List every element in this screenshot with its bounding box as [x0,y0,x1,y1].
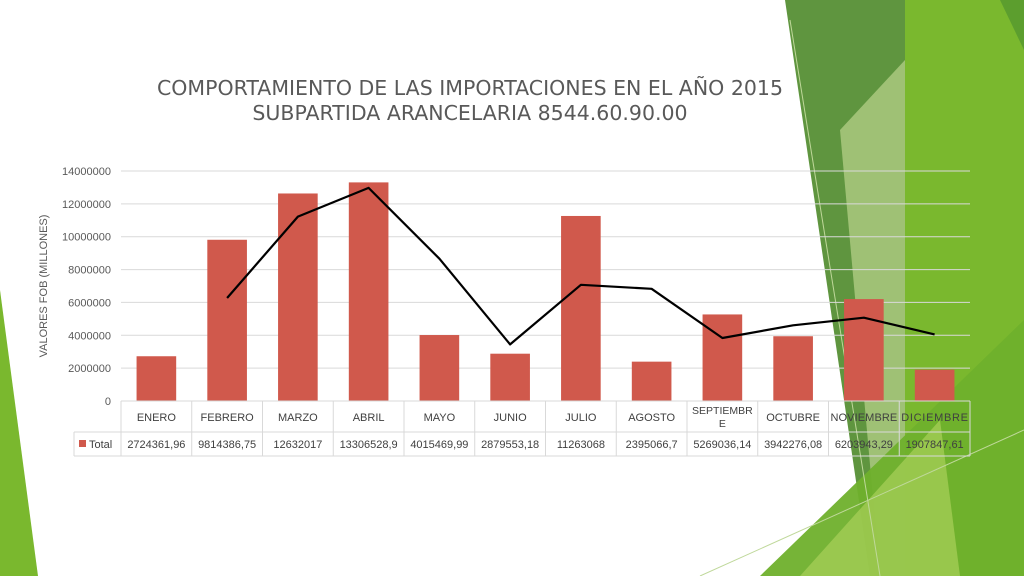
x-tick-label: NOVIEMBRE [831,412,898,424]
x-tick-label: JUNIO [494,412,527,424]
x-tick-label: OCTUBRE [766,412,820,424]
bar [278,193,318,401]
bar [207,239,247,401]
bar [773,336,813,401]
y-tick-label: 8000000 [68,265,111,277]
data-table-value: 2724361,96 [127,439,185,451]
trendline [226,186,935,346]
y-tick-label: 10000000 [62,232,111,244]
bar [561,215,601,401]
y-tick-label: 2000000 [68,363,111,375]
y-tick-label: 12000000 [62,199,111,211]
x-tick-label-wrap: E [719,418,726,430]
bar [136,356,177,401]
data-table-value: 3942276,08 [764,439,822,451]
chart-title-line-2: SUBPARTIDA ARANCELARIA 8544.60.90.00 [252,101,688,125]
data-table-value: 9814386,75 [198,439,256,451]
x-tick-label: FEBRERO [201,412,255,424]
bar [419,335,460,401]
y-tick-label: 6000000 [68,297,111,309]
data-table-value: 2879553,18 [481,439,539,451]
green-triangle-left [0,290,38,576]
bar [914,369,955,401]
x-tick-label: ABRIL [353,412,385,424]
data-table-value: 2395066,7 [626,439,678,451]
y-tick-label: 0 [105,396,111,408]
data-table-value: 6203943,29 [835,439,893,451]
x-tick-label: DICIEMBRE [901,412,968,424]
y-tick-label: 14000000 [62,166,111,178]
y-axis-label: VALORES FOB (MILLONES) [38,215,50,358]
chart-title: COMPORTAMIENTO DE LAS IMPORTACIONES EN E… [100,76,840,126]
legend-label: Total [89,439,112,451]
bar [631,361,672,401]
x-tick-label: MARZO [278,412,318,424]
data-table-value: 11263068 [557,439,605,451]
bar [490,353,530,401]
data-table-value: 5269036,14 [693,439,751,451]
x-tick-label: SEPTIEMBR [692,405,753,417]
x-tick-label: AGOSTO [628,412,675,424]
data-table-value: 13306528,9 [340,439,398,451]
bar [844,299,884,401]
chart-title-line-1: COMPORTAMIENTO DE LAS IMPORTACIONES EN E… [156,76,783,100]
x-tick-label: ENERO [137,412,177,424]
green-triangle-right-bottom [760,320,1024,576]
green-triangle-right-bottom-light [800,420,960,576]
decorative-line [789,19,881,576]
data-table-value: 1907847,61 [906,439,964,451]
x-tick-label: MAYO [424,412,456,424]
green-triangle-right-tip [920,0,1024,50]
data-table-value: 12632017 [273,439,322,451]
bar [348,182,389,401]
legend-swatch [79,440,86,447]
y-tick-label: 4000000 [68,330,111,342]
x-tick-label: JULIO [565,412,597,424]
data-table-value: 4015469,99 [410,439,468,451]
